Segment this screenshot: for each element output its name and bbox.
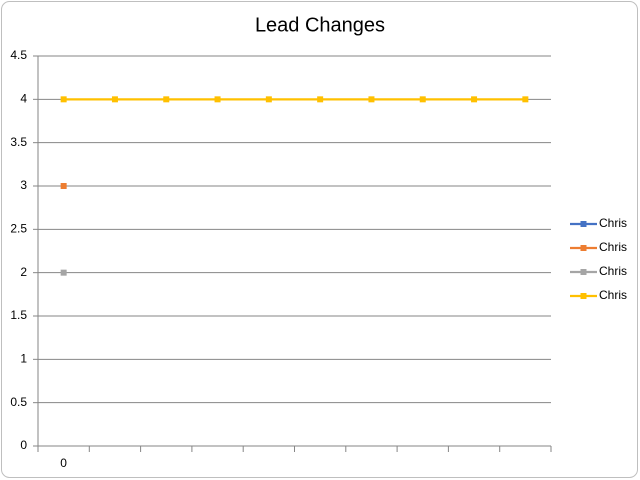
data-point [163, 96, 170, 103]
legend-swatch-marker [580, 245, 587, 251]
chart-title: Lead Changes [255, 14, 385, 36]
legend-label: Chris [599, 216, 627, 230]
data-point [265, 96, 272, 103]
data-point [60, 183, 67, 189]
y-tick-label: 2 [20, 265, 27, 279]
y-tick-label: 0.5 [10, 395, 27, 409]
legend-swatch-marker [580, 293, 587, 299]
x-tick-label: 0 [60, 456, 67, 470]
data-point [522, 96, 529, 103]
data-point [111, 96, 118, 103]
legend-label: Chris [599, 240, 627, 254]
legend-label: Chris [599, 288, 627, 302]
y-tick-label: 0 [20, 438, 27, 452]
legend-label: Chris [599, 264, 627, 278]
legend-swatch-marker [580, 269, 587, 275]
y-tick-label: 2.5 [10, 222, 27, 236]
y-tick-label: 3 [20, 178, 27, 192]
y-tick-label: 4 [20, 92, 27, 106]
data-point [419, 96, 426, 103]
y-tick-label: 3.5 [10, 135, 27, 149]
data-point [368, 96, 375, 103]
y-tick-label: 1 [20, 352, 27, 366]
data-point [60, 269, 67, 276]
data-point [60, 96, 67, 103]
y-tick-label: 1.5 [10, 308, 27, 322]
legend-swatch-marker [580, 221, 587, 227]
data-point [214, 96, 221, 103]
y-tick-label: 4.5 [10, 48, 27, 62]
data-point [317, 96, 324, 103]
data-point [471, 96, 478, 103]
